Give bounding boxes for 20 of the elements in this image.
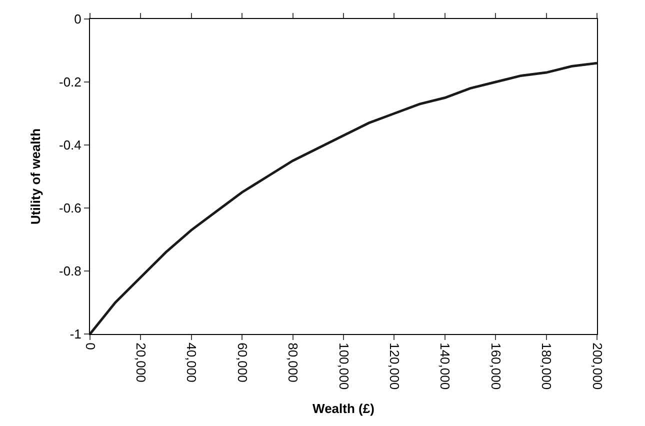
y-tick-label: -0.4 <box>58 138 82 153</box>
x-tick-label: 140,000 <box>438 342 453 390</box>
y-tick-label: 0 <box>74 12 82 27</box>
y-tick-label: -0.6 <box>58 200 82 216</box>
x-tick-label: 120,000 <box>386 342 402 390</box>
x-tick-label: 180,000 <box>539 342 554 390</box>
x-tick-label: 40,000 <box>184 342 200 382</box>
x-tick-label: 20,000 <box>133 342 148 382</box>
x-tick-label: 60,000 <box>234 342 250 382</box>
x-tick-label: 200,000 <box>590 342 605 390</box>
x-tick-label: 0 <box>82 342 98 350</box>
x-tick-label: 80,000 <box>286 342 301 382</box>
y-tick-label: -0.2 <box>58 74 82 90</box>
line-series <box>90 62 597 334</box>
y-tick-label: -0.8 <box>58 264 82 279</box>
x-tick-label: 100,000 <box>336 342 352 390</box>
y-axis-title: Utility of wealth <box>28 128 43 225</box>
y-tick-label: -1 <box>70 326 82 342</box>
x-axis-title: Wealth (£) <box>312 401 374 416</box>
x-tick-label: 160,000 <box>488 342 504 390</box>
